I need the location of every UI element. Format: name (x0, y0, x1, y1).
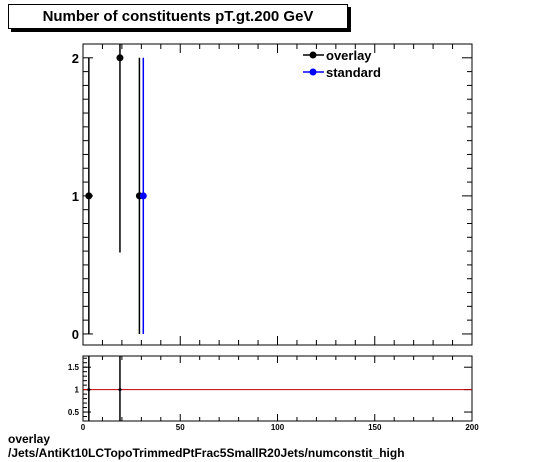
y-tick-label: 0 (72, 327, 79, 342)
legend-marker-standard (309, 68, 317, 76)
ratio-x-tick-label: 50 (176, 423, 185, 432)
ratio-y-tick-label: 0.5 (68, 408, 80, 417)
ratio-x-tick-label: 0 (81, 423, 86, 432)
ratio-point (87, 388, 91, 392)
ratio-point (118, 388, 122, 392)
ratio-x-tick-label: 200 (465, 423, 479, 432)
y-tick-label: 2 (72, 51, 79, 66)
footer-label: overlay (8, 432, 51, 446)
legend-label-standard: standard (326, 65, 381, 80)
ratio-x-tick-label: 150 (368, 423, 382, 432)
legend-label-overlay: overlay (326, 48, 372, 63)
ratio-frame (82, 355, 473, 422)
chart-title: Number of constituents pT.gt.200 GeV (8, 4, 348, 29)
ratio-x-tick-label: 100 (271, 423, 285, 432)
overlay-point (116, 54, 124, 62)
legend-marker-overlay (309, 51, 317, 59)
ratio-y-tick-label: 1.5 (68, 363, 80, 372)
ratio-y-tick-label: 1 (75, 386, 80, 395)
standard-point (139, 192, 147, 200)
overlay-point (85, 192, 93, 200)
footer-path: /Jets/AntiKt10LCTopoTrimmedPtFrac5SmallR… (8, 446, 405, 460)
y-tick-label: 1 (72, 189, 79, 204)
